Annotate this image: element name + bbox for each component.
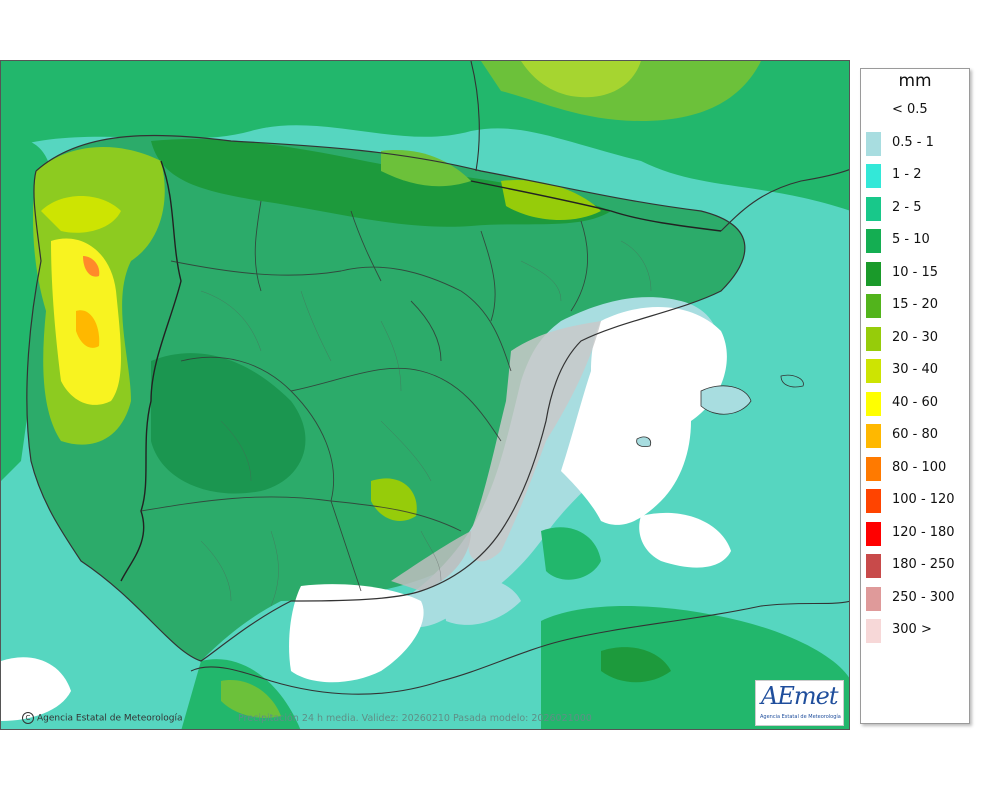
legend-swatch xyxy=(866,196,881,221)
precip-zone-central-west xyxy=(151,353,306,494)
dry-zone-southwest xyxy=(1,657,71,721)
africa-coastline xyxy=(190,600,849,695)
legend-item: 10 - 15 xyxy=(864,261,968,286)
island-ibiza xyxy=(636,436,652,447)
region-borders xyxy=(140,200,589,592)
precipitation-map[interactable] xyxy=(0,60,850,730)
dry-zone-balearic-south xyxy=(639,512,731,568)
legend-label: 1 - 2 xyxy=(892,167,922,182)
legend-label: 5 - 10 xyxy=(892,232,930,247)
aemet-logo-subtitle: Agencia Estatal de Meteorología xyxy=(760,714,841,720)
relief-shading-east xyxy=(468,321,601,562)
precip-zone-cantabrian xyxy=(151,138,611,227)
legend-label: 80 - 100 xyxy=(892,459,947,475)
legend-swatch xyxy=(866,391,881,416)
legend-label: < 0.5 xyxy=(892,102,928,117)
precip-zone-navarra xyxy=(501,180,601,221)
aemet-logo: AEmet Agencia Estatal de Meteorología xyxy=(755,680,844,726)
legend-item: 15 - 20 xyxy=(864,294,968,318)
legend-label: 300 > xyxy=(892,622,932,637)
precip-zone-morocco-core xyxy=(221,680,281,718)
legend-swatch xyxy=(866,489,881,513)
legend-label: 60 - 80 xyxy=(892,427,939,442)
legend-label: 30 - 40 xyxy=(892,362,939,377)
legend-label: 120 - 180 xyxy=(892,524,955,540)
legend-label: 0.5 - 1 xyxy=(892,134,934,150)
legend-swatch xyxy=(866,521,881,546)
legend-label: 250 - 300 xyxy=(892,589,955,605)
island-mallorca xyxy=(700,385,752,415)
province-borders xyxy=(200,240,652,607)
legend-item: 30 - 40 xyxy=(864,359,968,383)
dry-zone-valencia-gulf xyxy=(561,307,727,525)
precip-zone-sea-patch xyxy=(541,527,601,580)
legend-item: 120 - 180 xyxy=(864,521,968,546)
legend-item: 40 - 60 xyxy=(864,391,968,416)
precip-zone-biscay-core xyxy=(521,61,641,98)
legend-label: 100 - 120 xyxy=(892,492,955,507)
legend-title: mm xyxy=(898,71,932,91)
legend-item: 0.5 - 1 xyxy=(864,131,968,156)
legend-label: 10 - 15 xyxy=(892,264,939,280)
aemet-logo-wordmark: AEmet xyxy=(761,682,838,710)
map-canvas xyxy=(1,61,849,729)
precip-zone-portugal-peak xyxy=(83,256,100,277)
france-atlantic-coast xyxy=(470,61,480,172)
relief-shading-murcia xyxy=(391,531,471,591)
precip-zone-galicia-core xyxy=(41,196,121,233)
legend-item: 2 - 5 xyxy=(864,196,968,221)
precip-zone-iberian-land xyxy=(26,135,745,661)
france-med-coast xyxy=(720,169,849,232)
legend-swatch xyxy=(866,326,881,351)
legend-label: 180 - 250 xyxy=(892,557,955,572)
precip-zone-jaen xyxy=(371,478,417,521)
agency-credit-text: Agencia Estatal de Meteorología xyxy=(37,713,183,724)
island-menorca xyxy=(780,374,804,388)
dry-zone-alboran xyxy=(289,584,424,683)
portugal-border xyxy=(120,160,182,582)
legend-item: 80 - 100 xyxy=(864,456,968,481)
precipitation-legend: mm < 0.5 0.5 - 1 1 - 2 2 - 5 5 - 10 10 - 15 15… xyxy=(860,68,970,724)
legend-swatch xyxy=(866,619,881,643)
precip-zone-algeria-core xyxy=(601,647,671,683)
legend-swatch xyxy=(866,554,881,578)
legend-label: 20 - 30 xyxy=(892,329,939,345)
legend-swatch xyxy=(866,294,881,318)
agency-credit: C Agencia Estatal de Meteorología xyxy=(22,712,183,724)
legend-item: 180 - 250 xyxy=(864,554,968,578)
legend-swatch xyxy=(866,229,881,253)
legend-item: 20 - 30 xyxy=(864,326,968,351)
copyright-icon: C xyxy=(22,712,34,724)
legend-item: 300 > xyxy=(864,619,968,643)
legend-item: 5 - 10 xyxy=(864,229,968,253)
legend-label: 15 - 20 xyxy=(892,297,939,312)
legend-swatch xyxy=(866,586,881,611)
legend-swatch xyxy=(866,164,881,188)
legend-item: 100 - 120 xyxy=(864,489,968,513)
france-border xyxy=(470,180,722,232)
legend-item: 250 - 300 xyxy=(864,586,968,611)
legend-swatch xyxy=(866,424,881,448)
legend-swatch xyxy=(866,261,881,286)
legend-item: 1 - 2 xyxy=(864,164,968,188)
legend-swatch xyxy=(866,359,881,383)
legend-label: 40 - 60 xyxy=(892,394,939,410)
precip-zone-murcia-sea xyxy=(441,577,521,625)
iberian-coastline xyxy=(26,134,746,662)
legend-swatch xyxy=(866,456,881,481)
precip-zone-portugal-core xyxy=(76,310,100,348)
validity-caption: Precipitación 24 h media. Validez: 20260… xyxy=(238,713,592,724)
legend-label: 2 - 5 xyxy=(892,199,922,215)
legend-item: < 0.5 xyxy=(864,99,968,123)
precip-zone-basque xyxy=(381,150,471,187)
legend-item: 60 - 80 xyxy=(864,424,968,448)
legend-swatch xyxy=(866,131,881,156)
